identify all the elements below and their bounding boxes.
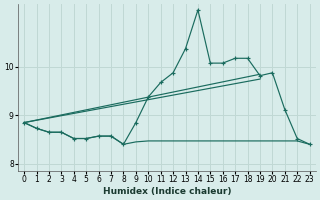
X-axis label: Humidex (Indice chaleur): Humidex (Indice chaleur) bbox=[103, 187, 231, 196]
